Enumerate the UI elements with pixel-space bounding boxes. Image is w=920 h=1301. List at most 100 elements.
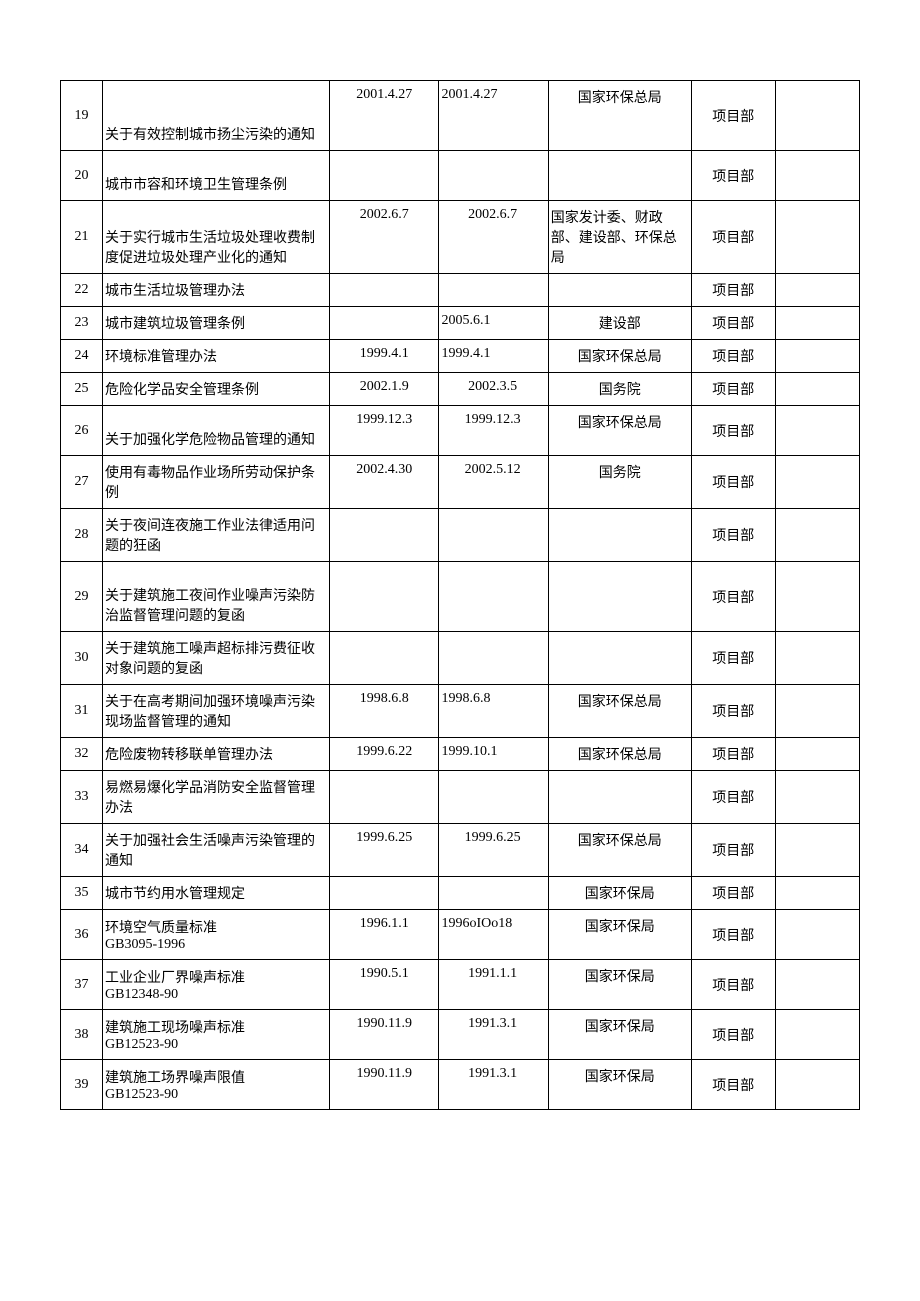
department: 项目部 <box>691 824 775 877</box>
table-row: 24环境标准管理办法1999.4.11999.4.1国家环保总局项目部 <box>61 340 860 373</box>
department: 项目部 <box>691 771 775 824</box>
blank-cell <box>775 771 859 824</box>
regulation-title: 危险化学品安全管理条例 <box>103 373 330 406</box>
department: 项目部 <box>691 877 775 910</box>
issuing-agency <box>548 274 691 307</box>
regulation-title: 环境标准管理办法 <box>103 340 330 373</box>
date-effective: 1999.10.1 <box>439 738 548 771</box>
date-effective: 2002.3.5 <box>439 373 548 406</box>
table-row: 31关于在高考期间加强环境噪声污染现场监督管理的通知1998.6.81998.6… <box>61 685 860 738</box>
blank-cell <box>775 456 859 509</box>
date-effective: 2005.6.1 <box>439 307 548 340</box>
table-row: 27使用有毒物品作业场所劳动保护条例2002.4.302002.5.12国务院项… <box>61 456 860 509</box>
table-row: 19关于有效控制城市扬尘污染的通知2001.4.272001.4.27国家环保总… <box>61 81 860 151</box>
regulation-title: 关于夜间连夜施工作业法律适用问题的狂函 <box>103 509 330 562</box>
date-issued: 1998.6.8 <box>330 685 439 738</box>
row-number: 26 <box>61 406 103 456</box>
date-effective <box>439 771 548 824</box>
blank-cell <box>775 910 859 960</box>
table-row: 37工业企业厂界噪声标准GB12348-901990.5.11991.1.1国家… <box>61 960 860 1010</box>
department: 项目部 <box>691 406 775 456</box>
row-number: 29 <box>61 562 103 632</box>
regulation-title: 关于建筑施工噪声超标排污费征收对象问题的复函 <box>103 632 330 685</box>
issuing-agency: 国家环保总局 <box>548 738 691 771</box>
row-number: 25 <box>61 373 103 406</box>
department: 项目部 <box>691 1010 775 1060</box>
date-effective: 1991.1.1 <box>439 960 548 1010</box>
date-effective <box>439 509 548 562</box>
row-number: 28 <box>61 509 103 562</box>
regulation-title: 关于加强化学危险物品管理的通知 <box>103 406 330 456</box>
regulation-title: 关于在高考期间加强环境噪声污染现场监督管理的通知 <box>103 685 330 738</box>
blank-cell <box>775 274 859 307</box>
date-effective <box>439 877 548 910</box>
row-number: 33 <box>61 771 103 824</box>
issuing-agency: 国务院 <box>548 456 691 509</box>
department: 项目部 <box>691 685 775 738</box>
date-issued <box>330 307 439 340</box>
date-issued: 2002.6.7 <box>330 201 439 274</box>
regulation-title: 工业企业厂界噪声标准GB12348-90 <box>103 960 330 1010</box>
blank-cell <box>775 201 859 274</box>
row-number: 21 <box>61 201 103 274</box>
table-row: 22城市生活垃圾管理办法 项目部 <box>61 274 860 307</box>
issuing-agency <box>548 632 691 685</box>
department: 项目部 <box>691 151 775 201</box>
date-effective: 1999.12.3 <box>439 406 548 456</box>
department: 项目部 <box>691 274 775 307</box>
regulation-title: 城市生活垃圾管理办法 <box>103 274 330 307</box>
date-effective: 2001.4.27 <box>439 81 548 151</box>
date-issued: 1996.1.1 <box>330 910 439 960</box>
regulation-title: 城市建筑垃圾管理条例 <box>103 307 330 340</box>
blank-cell <box>775 340 859 373</box>
regulation-title: 建筑施工现场噪声标准GB12523-90 <box>103 1010 330 1060</box>
row-number: 31 <box>61 685 103 738</box>
regulation-title: 关于加强社会生活噪声污染管理的通知 <box>103 824 330 877</box>
issuing-agency: 国务院 <box>548 373 691 406</box>
department: 项目部 <box>691 456 775 509</box>
department: 项目部 <box>691 910 775 960</box>
blank-cell <box>775 824 859 877</box>
department: 项目部 <box>691 960 775 1010</box>
blank-cell <box>775 406 859 456</box>
blank-cell <box>775 307 859 340</box>
blank-cell <box>775 509 859 562</box>
date-issued: 1999.6.25 <box>330 824 439 877</box>
row-number: 30 <box>61 632 103 685</box>
department: 项目部 <box>691 340 775 373</box>
date-effective: 1999.4.1 <box>439 340 548 373</box>
table-row: 30关于建筑施工噪声超标排污费征收对象问题的复函 项目部 <box>61 632 860 685</box>
date-issued: 1999.6.22 <box>330 738 439 771</box>
regulation-title: 环境空气质量标准GB3095-1996 <box>103 910 330 960</box>
date-issued <box>330 562 439 632</box>
row-number: 35 <box>61 877 103 910</box>
date-issued: 1999.12.3 <box>330 406 439 456</box>
department: 项目部 <box>691 562 775 632</box>
date-effective: 1999.6.25 <box>439 824 548 877</box>
issuing-agency: 国家环保局 <box>548 910 691 960</box>
issuing-agency: 国家环保总局 <box>548 685 691 738</box>
row-number: 23 <box>61 307 103 340</box>
table-row: 33易燃易爆化学品消防安全监督管理办法项目部 <box>61 771 860 824</box>
date-effective: 1991.3.1 <box>439 1060 548 1110</box>
table-row: 36环境空气质量标准GB3095-19961996.1.11996oIOo18国… <box>61 910 860 960</box>
date-effective: 2002.5.12 <box>439 456 548 509</box>
table-row: 28关于夜间连夜施工作业法律适用问题的狂函项目部 <box>61 509 860 562</box>
date-issued <box>330 877 439 910</box>
date-issued: 2001.4.27 <box>330 81 439 151</box>
blank-cell <box>775 562 859 632</box>
date-effective <box>439 562 548 632</box>
row-number: 22 <box>61 274 103 307</box>
issuing-agency: 国家发计委、财政部、建设部、环保总局 <box>548 201 691 274</box>
blank-cell <box>775 960 859 1010</box>
department: 项目部 <box>691 632 775 685</box>
row-number: 39 <box>61 1060 103 1110</box>
blank-cell <box>775 373 859 406</box>
row-number: 19 <box>61 81 103 151</box>
table-row: 25危险化学品安全管理条例2002.1.92002.3.5国务院项目部 <box>61 373 860 406</box>
date-issued <box>330 509 439 562</box>
table-row: 23城市建筑垃圾管理条例2005.6.1建设部项目部 <box>61 307 860 340</box>
date-issued: 2002.4.30 <box>330 456 439 509</box>
table-row: 26关于加强化学危险物品管理的通知1999.12.31999.12.3国家环保总… <box>61 406 860 456</box>
regulation-title: 危险废物转移联单管理办法 <box>103 738 330 771</box>
